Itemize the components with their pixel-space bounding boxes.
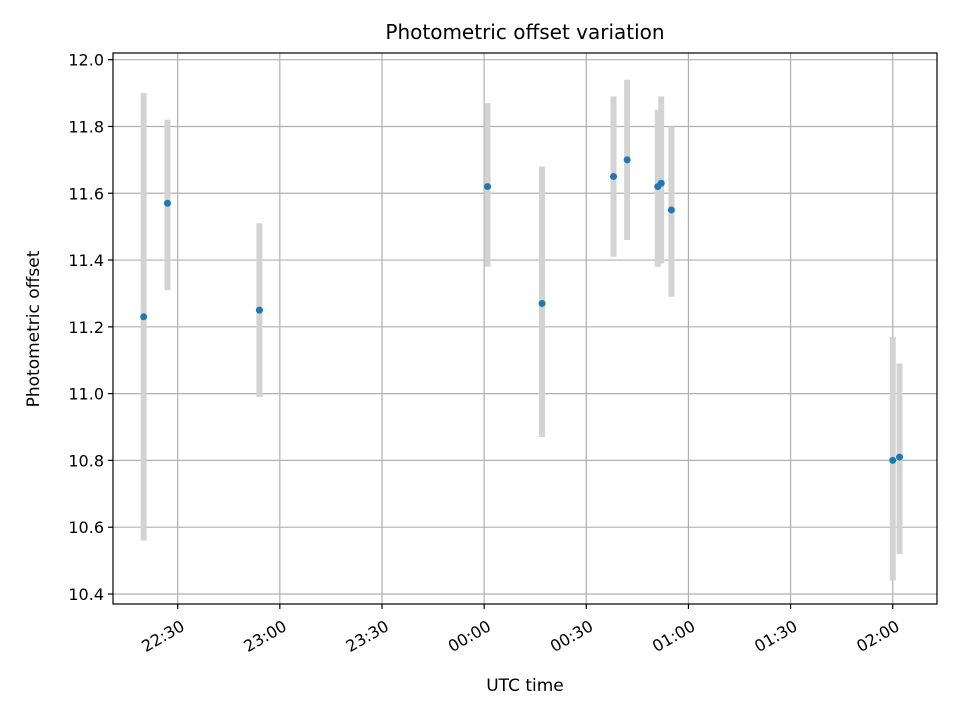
y-tick-label: 11.4 [68,251,104,270]
y-tick-label: 10.8 [68,451,104,470]
data-point [889,456,897,464]
data-point [896,453,904,461]
y-tick-label: 12.0 [68,51,104,70]
data-point [538,299,546,307]
y-axis-ticks: 10.4 10.6 10.8 11.0 11.2 11.4 11.6 11.8 12.0 [68,51,113,604]
y-tick-label: 11.2 [68,318,104,337]
data-point [255,306,263,314]
y-tick-label: 10.6 [68,518,104,537]
data-point [610,173,618,181]
data-point [163,199,171,207]
data-point [623,156,631,164]
data-points [140,156,904,464]
data-point [484,183,492,191]
chart-title: Photometric offset variation [385,20,664,44]
y-tick-label: 11.6 [68,184,104,203]
data-point [667,206,675,214]
y-tick-label: 11.0 [68,385,104,404]
data-point [140,313,148,321]
y-tick-label: 10.4 [68,585,104,604]
data-point [657,179,665,187]
y-tick-label: 11.8 [68,117,104,136]
y-axis-label: Photometric offset [24,250,44,407]
grid [113,53,937,604]
x-axis-label: UTC time [486,676,564,696]
plot-frame [112,52,938,605]
